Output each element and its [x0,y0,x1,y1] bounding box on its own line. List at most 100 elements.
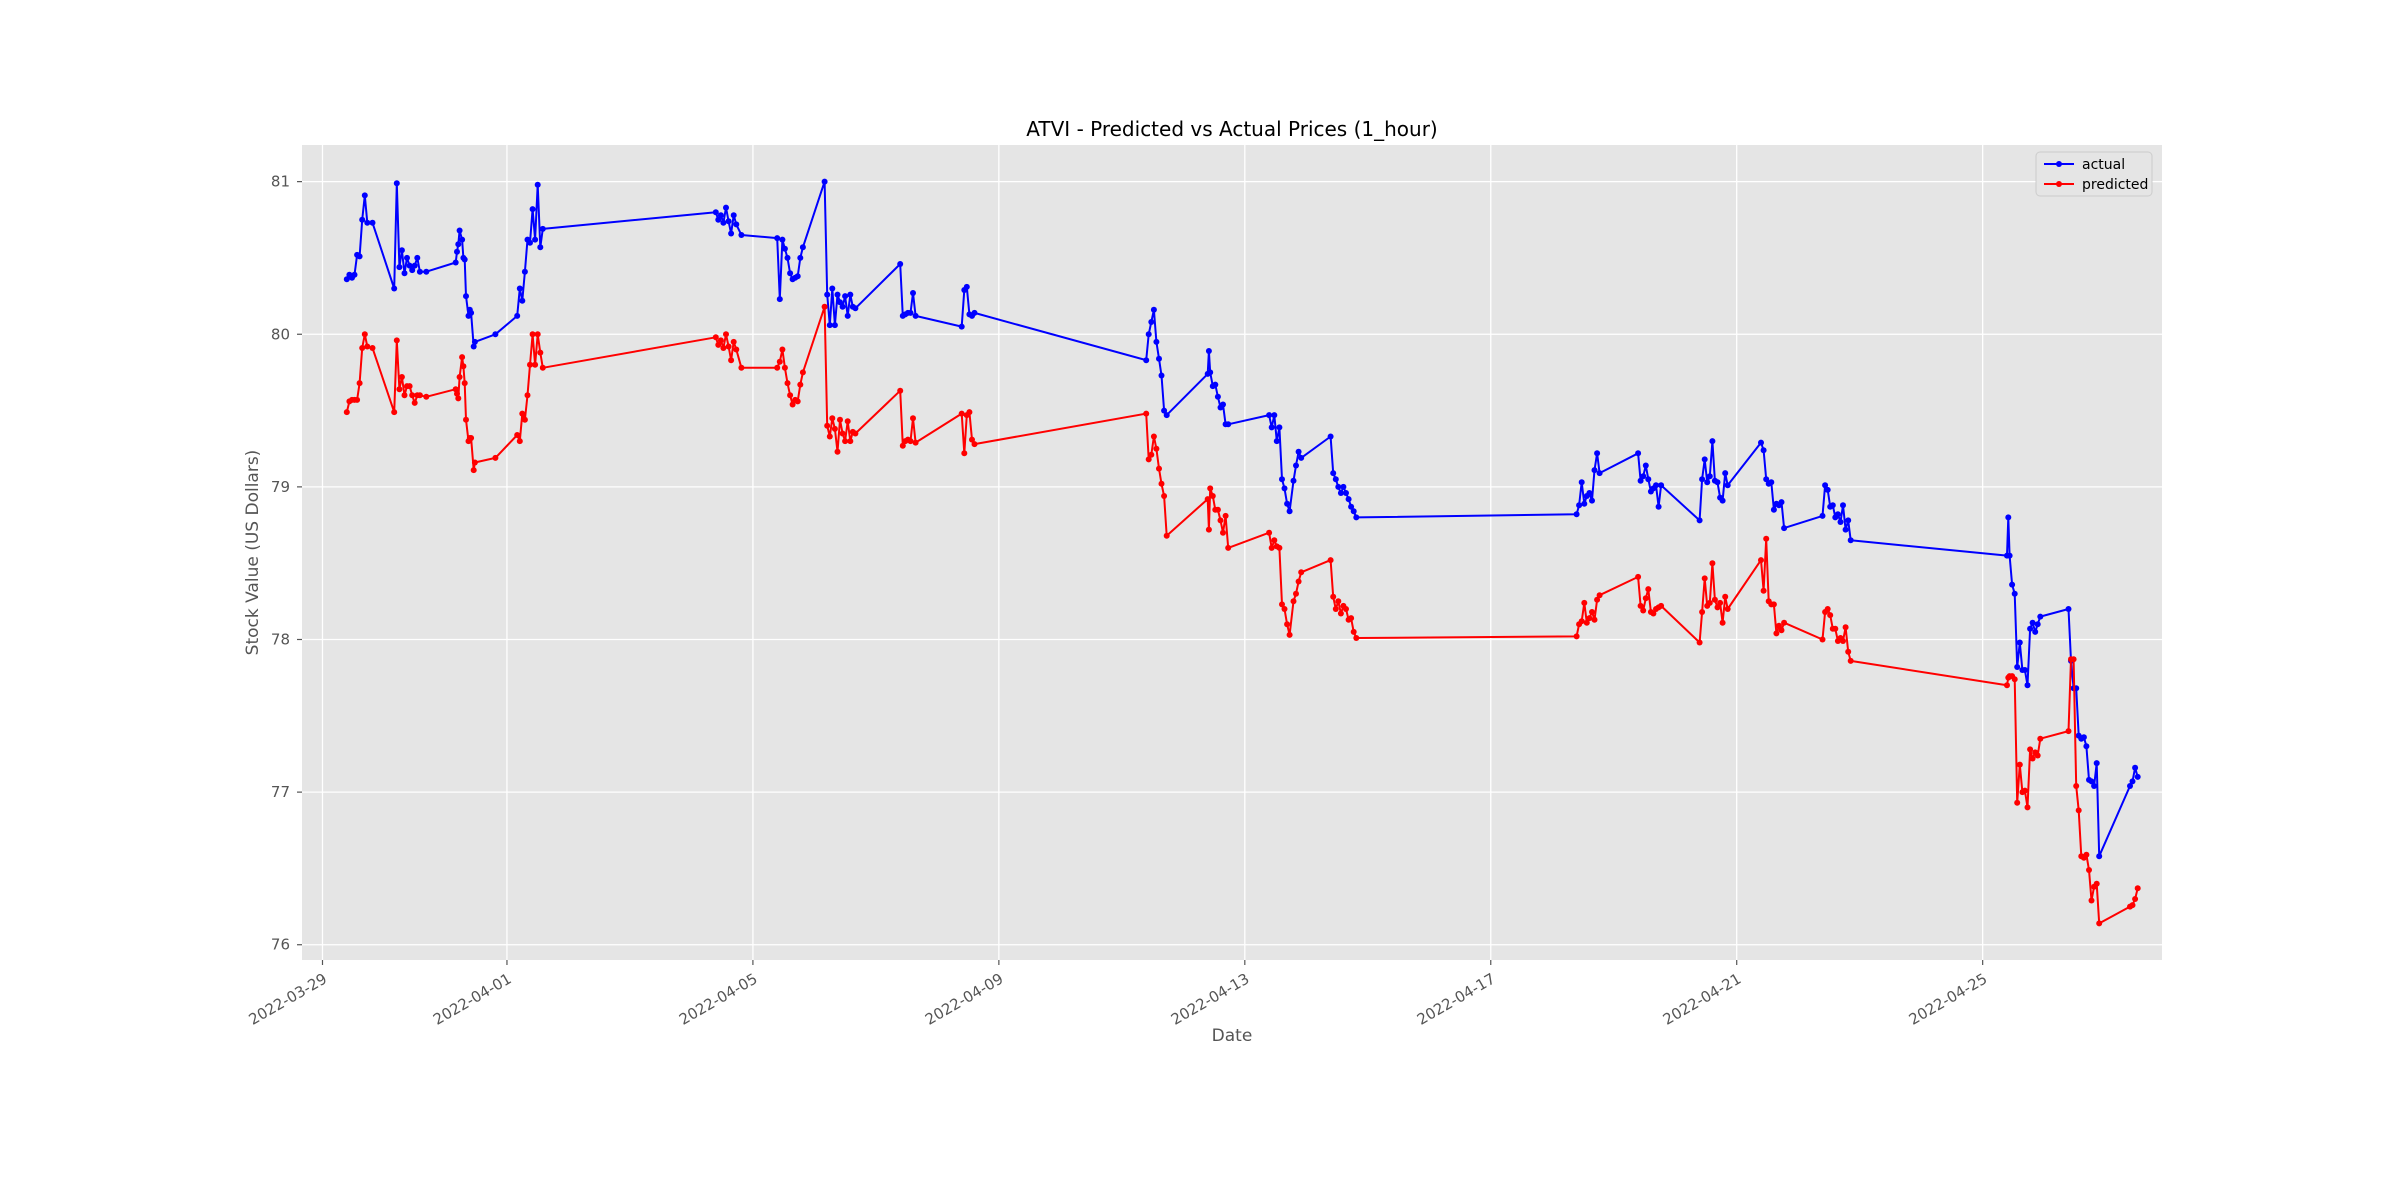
actual-point [1724,482,1731,489]
actual-point [1640,473,1647,480]
legend-swatch-marker [2056,181,2062,187]
actual-point [423,268,430,275]
actual-point [1163,412,1170,419]
predicted-point [907,438,914,445]
actual-point [1290,477,1297,484]
predicted-point [416,392,423,399]
predicted-point [1832,625,1839,632]
actual-point [492,331,499,338]
legend: actual predicted [2035,151,2153,197]
actual-point [1840,502,1846,509]
predicted-point [460,363,467,370]
actual-point [1653,482,1659,489]
predicted-point [730,338,737,345]
actual-point [369,219,376,226]
legend-label: predicted [2082,177,2148,193]
predicted-point [1845,648,1852,655]
legend-item-predicted: predicted [2044,177,2148,193]
actual-point [1284,500,1291,507]
predicted-point [733,346,740,353]
predicted-point [1268,544,1275,551]
actual-point [712,209,719,216]
y-tick-label: 80 [271,325,290,343]
predicted-point [514,432,521,438]
actual-point [1763,476,1770,483]
actual-point [529,206,536,213]
predicted-point [720,345,727,351]
actual-point [1845,517,1852,524]
predicted-point [527,361,533,368]
x-tick-label: 2022-04-21 [1660,970,1745,1029]
actual-point [2034,621,2041,628]
predicted-point [2034,752,2041,759]
actual-point [844,312,851,319]
x-tick-label: 2022-04-25 [1906,970,1991,1029]
predicted-point [2083,851,2090,858]
actual-point [452,259,459,266]
actual-point [1293,462,1299,469]
predicted-point [779,346,786,353]
actual-point [730,212,737,219]
actual-point [1842,526,1849,533]
actual-point [356,253,363,260]
actual-point [454,248,460,255]
actual-point [468,309,475,316]
actual-point [799,244,806,251]
predicted-point [1150,433,1157,440]
predicted-point [1209,493,1216,499]
predicted-point [1658,602,1665,609]
predicted-point [2075,807,2082,814]
actual-point [534,181,541,188]
actual-point [1655,503,1662,510]
legend-item-actual: actual [2044,157,2125,173]
predicted-point [1205,526,1212,533]
x-tick-label: 2022-04-09 [922,970,1007,1029]
y-axis-label: Stock Value (US Dollars) [243,450,263,656]
predicted-point [1637,602,1644,609]
predicted-point [2134,885,2141,892]
actual-point [456,227,463,234]
actual-point [471,338,478,345]
predicted-point [470,467,477,474]
actual-point [2009,581,2016,588]
actual-point [1345,496,1352,503]
predicted-point [409,392,416,399]
actual-point [837,299,843,306]
predicted-point [728,357,735,364]
predicted-point [1645,586,1652,593]
actual-point [396,264,403,271]
predicted-point [1709,560,1716,567]
predicted-point [1763,535,1770,542]
actual-point [2011,590,2018,597]
predicted-point [781,364,788,371]
actual-point [1847,537,1854,544]
x-tick-label: 2022-04-01 [430,970,515,1029]
actual-point [1770,506,1777,513]
actual-point [1281,485,1288,492]
actual-point [1722,470,1729,477]
predicted-point [455,395,462,402]
predicted-point [1781,619,1788,626]
predicted-point [539,364,546,371]
actual-point [2027,625,2034,632]
predicted-point [2065,728,2072,735]
actual-point [1642,462,1649,469]
predicted-point [2086,867,2092,873]
predicted-point [847,438,854,445]
actual-point [1822,482,1829,489]
predicted-point [797,381,804,388]
predicted-point [1276,544,1283,551]
predicted-point [2029,755,2036,762]
actual-point [391,285,398,292]
y-tick-label: 78 [271,630,290,648]
actual-point [963,283,970,290]
predicted-point [2021,787,2028,794]
predicted-point [961,450,968,457]
predicted-point [787,392,794,399]
actual-point [1353,514,1360,521]
actual-point [459,236,466,243]
predicted-point [532,361,539,368]
predicted-point [824,422,831,429]
actual-point [842,293,849,300]
